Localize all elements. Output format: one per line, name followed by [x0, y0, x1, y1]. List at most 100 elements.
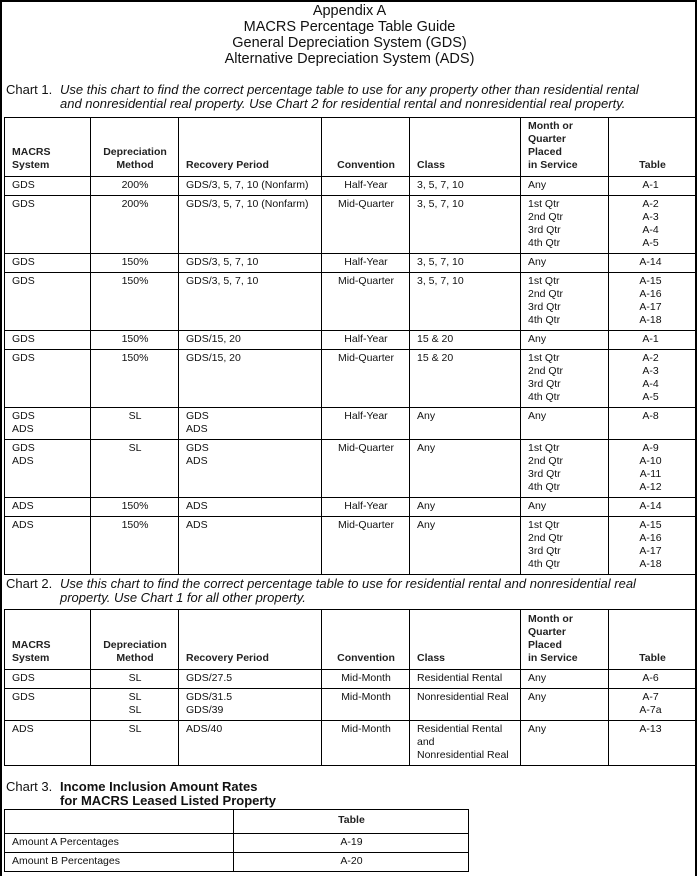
depreciation-method-cell: 200% [90, 176, 179, 196]
recovery-period-cell: ADS [178, 516, 322, 575]
recovery-period-cell: GDS/27.5 [178, 669, 322, 689]
class-cell: Residential Rental [409, 669, 521, 689]
chart2-text: property. Use Chart 1 for all other prop… [60, 590, 306, 605]
placed-in-service-cell: Any [520, 330, 609, 350]
macrs-system-cell: ADS [4, 497, 91, 517]
convention-cell: Mid-Quarter [321, 516, 410, 575]
table-row: ADS 150% ADS Mid-Quarter Any 1st Qtr 2nd Qtr … [4, 516, 696, 575]
macrs-system-cell: GDS ADS [4, 407, 91, 440]
table-row: GDS 150% GDS/15, 20 Half-Year 15 & 20 Any A-1 [4, 330, 696, 350]
macrs-system-cell: GDS [4, 330, 91, 350]
placed-in-service-cell: Any [520, 176, 609, 196]
macrs-system-cell: GDS [4, 253, 91, 273]
depreciation-method-cell: 200% [90, 195, 179, 254]
table-row: GDS SL GDS/27.5 Mid-Month Residential Rental… [4, 669, 696, 689]
chart3-title: for MACRS Leased Listed Property [60, 793, 276, 808]
table-row: GDS 200% GDS/3, 5, 7, 10 (Nonfarm) Mid-Quar… [4, 195, 696, 254]
convention-cell: Mid-Quarter [321, 195, 410, 254]
header-convention: Convention [321, 117, 410, 177]
class-cell: 3, 5, 7, 10 [409, 272, 521, 331]
macrs-system-cell: GDS [4, 272, 91, 331]
header-macrs-system: MACRS System [4, 117, 91, 177]
convention-cell: Mid-Month [321, 669, 410, 689]
chart2-text: Use this chart to find the correct perce… [60, 576, 636, 591]
recovery-period-cell: GDS/15, 20 [178, 330, 322, 350]
class-cell: Residential Rental and Nonresidential Re… [409, 720, 521, 766]
convention-cell: Half-Year [321, 176, 410, 196]
depreciation-method-cell: 150% [90, 516, 179, 575]
convention-cell: Half-Year [321, 253, 410, 273]
macrs-system-cell: GDS [4, 176, 91, 196]
table-ref-cell: A-15 A-16 A-17 A-18 [608, 516, 696, 575]
macrs-system-cell: GDS ADS [4, 439, 91, 498]
convention-cell: Half-Year [321, 330, 410, 350]
placed-in-service-cell: 1st Qtr 2nd Qtr 3rd Qtr 4th Qtr [520, 349, 609, 408]
table-ref-cell: A-7 A-7a [608, 688, 696, 721]
depreciation-method-cell: 150% [90, 253, 179, 273]
chart3-intro: Chart 3. Income Inclusion Amount Rates fo… [6, 780, 276, 808]
chart1-text: Use this chart to find the correct perce… [60, 82, 639, 97]
recovery-period-cell: GDS/3, 5, 7, 10 (Nonfarm) [178, 195, 322, 254]
table-ref-cell: A-6 [608, 669, 696, 689]
placed-in-service-cell: 1st Qtr 2nd Qtr 3rd Qtr 4th Qtr [520, 195, 609, 254]
header-table-ref: Table [608, 117, 696, 177]
depreciation-method-cell: SL SL [90, 688, 179, 721]
convention-cell: Half-Year [321, 407, 410, 440]
placed-in-service-cell: Any [520, 497, 609, 517]
table-row: GDS ADS SL GDS ADS Mid-Quarter Any 1st Qtr 2n… [4, 439, 696, 498]
table-row: GDS ADS SL GDS ADS Half-Year Any Any A-8 [4, 407, 696, 440]
depreciation-method-cell: SL [90, 407, 179, 440]
class-cell: 3, 5, 7, 10 [409, 176, 521, 196]
header-recovery-period: Recovery Period [178, 117, 322, 177]
placed-in-service-cell: Any [520, 688, 609, 721]
header-row: MACRS System Depreciation Method Recovery … [4, 609, 696, 670]
table-ref-cell: A-15 A-16 A-17 A-18 [608, 272, 696, 331]
convention-cell: Mid-Month [321, 720, 410, 766]
depreciation-method-cell: 150% [90, 497, 179, 517]
page-title: Appendix A MACRS Percentage Table Guide … [0, 3, 699, 67]
chart2-intro: Chart 2. Use this chart to find the corre… [6, 577, 636, 605]
recovery-period-cell: GDS/31.5 GDS/39 [178, 688, 322, 721]
table-row: GDS 150% GDS/15, 20 Mid-Quarter 15 & 20 1st Q… [4, 349, 696, 408]
header-class: Class [409, 117, 521, 177]
placed-in-service-cell: 1st Qtr 2nd Qtr 3rd Qtr 4th Qtr [520, 516, 609, 575]
table-row: ADS 150% ADS Half-Year Any Any A-14 [4, 497, 696, 517]
chart1-label: Chart 1. [6, 82, 53, 97]
class-cell: Any [409, 497, 521, 517]
table-ref-cell: A-8 [608, 407, 696, 440]
title-line: Alternative Depreciation System (ADS) [224, 51, 475, 67]
class-cell: 3, 5, 7, 10 [409, 195, 521, 254]
class-cell: Any [409, 407, 521, 440]
recovery-period-cell: GDS/3, 5, 7, 10 (Nonfarm) [178, 176, 322, 196]
chart2-table: MACRS System Depreciation Method Recovery … [4, 609, 696, 766]
row-label: Amount B Percentages [4, 852, 234, 872]
placed-in-service-cell: Any [520, 253, 609, 273]
chart3-label: Chart 3. [6, 779, 53, 794]
macrs-system-cell: GDS [4, 349, 91, 408]
chart3-table: Table Amount A Percentages A-19 Amount B … [4, 809, 469, 872]
depreciation-method-cell: SL [90, 720, 179, 766]
macrs-system-cell: GDS [4, 195, 91, 254]
table-ref-cell: A-2 A-3 A-4 A-5 [608, 195, 696, 254]
depreciation-method-cell: 150% [90, 330, 179, 350]
chart1-intro: Chart 1. Use this chart to find the corre… [6, 83, 639, 111]
macrs-system-cell: GDS [4, 669, 91, 689]
convention-cell: Half-Year [321, 497, 410, 517]
placed-in-service-cell: 1st Qtr 2nd Qtr 3rd Qtr 4th Qtr [520, 439, 609, 498]
depreciation-method-cell: SL [90, 669, 179, 689]
macrs-system-cell: GDS [4, 688, 91, 721]
chart3-title: Income Inclusion Amount Rates [60, 779, 258, 794]
recovery-period-cell: GDS/15, 20 [178, 349, 322, 408]
title-line: General Depreciation System (GDS) [232, 35, 467, 51]
placed-in-service-cell: Any [520, 720, 609, 766]
title-line: Appendix A [312, 3, 387, 19]
class-cell: Nonresidential Real [409, 688, 521, 721]
convention-cell: Mid-Quarter [321, 272, 410, 331]
header-depreciation-method: Depreciation Method [90, 117, 179, 177]
placed-in-service-cell: Any [520, 669, 609, 689]
table-ref-cell: A-1 [608, 176, 696, 196]
convention-cell: Mid-Quarter [321, 349, 410, 408]
chart2-label: Chart 2. [6, 576, 53, 591]
header-table-ref: Table [608, 609, 696, 670]
